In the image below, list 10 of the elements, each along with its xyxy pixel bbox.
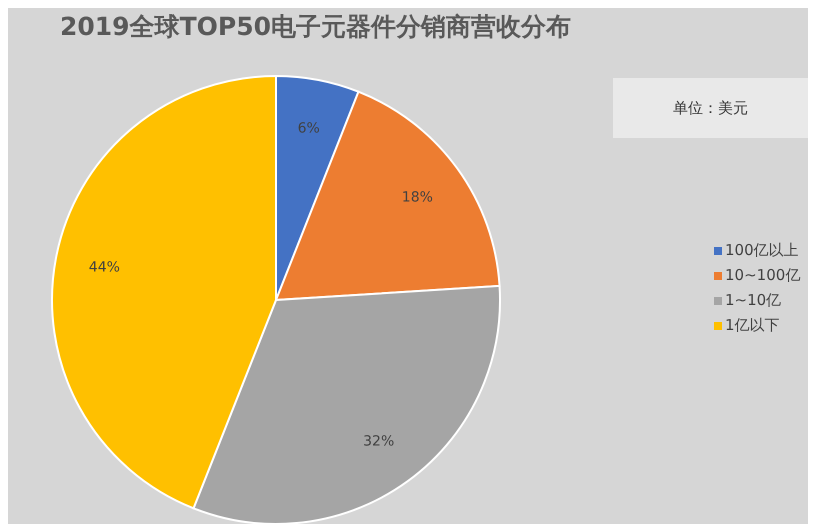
- legend-label: 1亿以下: [725, 316, 780, 335]
- data-label: 18%: [402, 189, 433, 206]
- data-label: 44%: [88, 259, 120, 276]
- legend-label: 1~10亿: [725, 291, 782, 310]
- data-label: 6%: [298, 120, 320, 136]
- data-label: 32%: [363, 433, 394, 450]
- legend-label: 100亿以上: [725, 241, 799, 260]
- chart-title: 2019全球TOP50电子元器件分销商营收分布: [60, 11, 571, 43]
- text: 单位：美元: [613, 78, 808, 138]
- legend-label: 10~100亿: [725, 266, 800, 285]
